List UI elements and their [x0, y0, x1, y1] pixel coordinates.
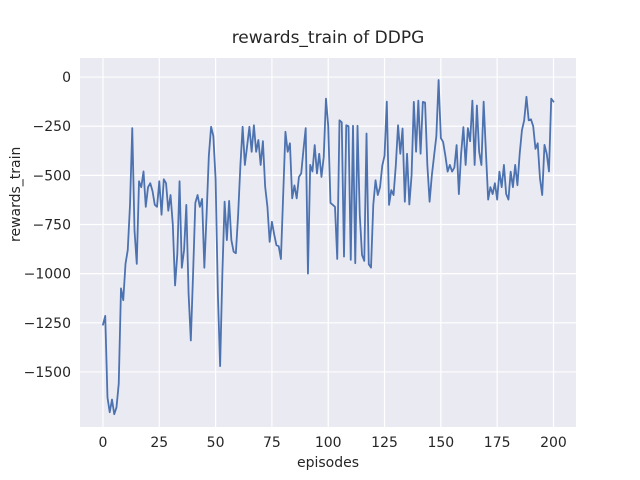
y-tick-label: −1250 — [24, 316, 71, 332]
x-tick-label: 25 — [150, 435, 168, 451]
y-tick-label: −1500 — [24, 365, 71, 381]
y-tick-label: −750 — [33, 218, 71, 234]
x-axis-label: episodes — [296, 455, 360, 471]
x-tick-label: 50 — [207, 435, 225, 451]
x-tick-label: 75 — [263, 435, 281, 451]
chart-title: rewards_train of DDPG — [231, 28, 425, 48]
x-tick-label: 125 — [371, 435, 398, 451]
x-tick-label: 150 — [427, 435, 454, 451]
x-tick-label: 200 — [540, 435, 567, 451]
y-tick-label: −1000 — [24, 267, 71, 283]
y-tick-label: −250 — [33, 119, 71, 135]
y-tick-label: −500 — [33, 168, 71, 184]
x-tick-label: 175 — [484, 435, 511, 451]
y-tick-label: 0 — [62, 70, 71, 86]
x-tick-label: 0 — [99, 435, 108, 451]
x-tick-label: 100 — [315, 435, 342, 451]
reward-line-series — [102, 79, 555, 416]
